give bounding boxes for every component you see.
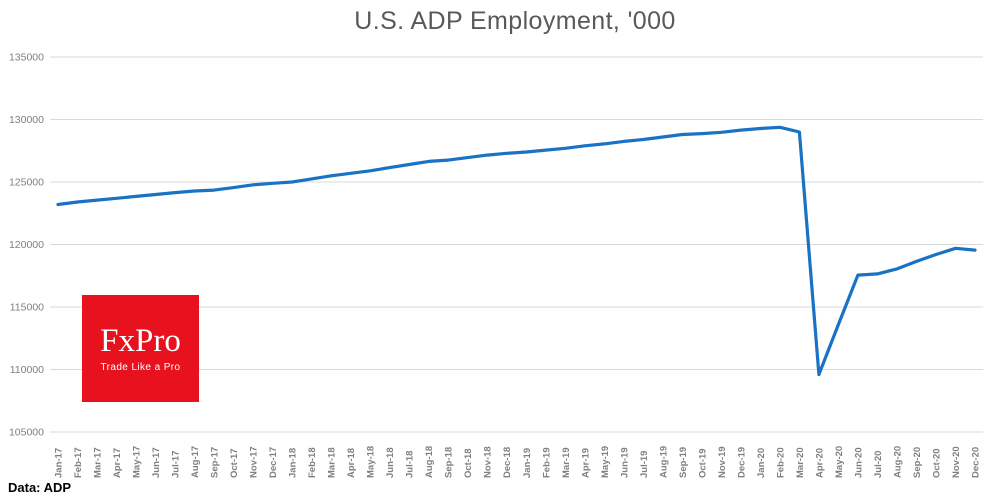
y-tick-label: 115000 (10, 302, 44, 314)
x-tick-label: Dec-19 (736, 447, 747, 478)
x-tick-label: Dec-17 (268, 447, 279, 478)
x-tick-label: Jul-20 (873, 451, 884, 478)
y-tick-label: 105000 (9, 427, 44, 439)
x-tick-label: Jul-18 (405, 451, 416, 478)
x-tick-label: Jan-17 (54, 448, 65, 478)
x-tick-label: May-18 (366, 446, 377, 478)
fxpro-brand-wordmark: FxPro (100, 322, 181, 359)
employment-line (56, 125, 977, 377)
x-tick-label: Mar-18 (327, 447, 338, 478)
x-tick-label: Apr-20 (814, 448, 825, 478)
y-tick-label: 130000 (9, 114, 44, 126)
x-tick-label: Dec-20 (971, 447, 982, 478)
fxpro-tagline: Trade Like a Pro (100, 361, 181, 373)
x-tick-label: Oct-20 (931, 448, 942, 478)
x-tick-label: Jul-17 (171, 451, 182, 478)
y-tick-label: 120000 (9, 239, 44, 251)
x-tick-label: Aug-17 (190, 446, 201, 478)
x-tick-label: Jun-18 (385, 447, 396, 478)
x-tick-label: Sep-20 (912, 447, 923, 478)
x-tick-label: Oct-18 (463, 448, 474, 478)
x-tick-label: Mar-19 (561, 447, 572, 478)
y-tick-label: 135000 (9, 52, 44, 64)
x-tick-label: Jan-19 (522, 448, 533, 478)
x-tick-label: Apr-19 (580, 448, 591, 478)
x-tick-label: Nov-17 (249, 446, 260, 478)
fxpro-logo: FxPro Trade Like a Pro (82, 295, 199, 402)
x-tick-label: May-19 (600, 446, 611, 478)
x-tick-label: Dec-18 (502, 447, 513, 478)
x-tick-label: Feb-17 (73, 447, 84, 478)
x-tick-label: Sep-18 (444, 447, 455, 478)
x-tick-label: Apr-17 (112, 448, 123, 478)
y-tick-label: 110000 (10, 364, 44, 376)
x-tick-label: Sep-19 (678, 447, 689, 478)
x-tick-label: Oct-17 (229, 448, 240, 478)
x-tick-label: May-20 (834, 446, 845, 478)
x-tick-label: Jun-20 (853, 447, 864, 478)
x-tick-label: Nov-18 (483, 446, 494, 478)
y-tick-label: 125000 (9, 177, 44, 189)
source-note: Data: ADP (8, 480, 72, 495)
x-tick-label: Nov-19 (717, 446, 728, 478)
x-tick-label: Mar-20 (795, 447, 806, 478)
x-tick-label: Aug-19 (658, 446, 669, 478)
chart-title: U.S. ADP Employment, '000 (354, 7, 676, 35)
x-tick-label: Jul-19 (639, 451, 650, 478)
x-tick-label: Oct-19 (697, 448, 708, 478)
x-tick-label: Nov-20 (951, 446, 962, 478)
x-tick-label: Sep-17 (210, 447, 221, 478)
x-tick-label: Feb-20 (775, 447, 786, 478)
x-tick-label: Feb-18 (307, 447, 318, 478)
x-tick-label: May-17 (132, 446, 143, 478)
x-tick-label: Jan-18 (288, 448, 299, 478)
x-tick-label: Aug-20 (892, 446, 903, 478)
x-tick-label: Aug-18 (424, 446, 435, 478)
x-tick-label: Jun-17 (151, 447, 162, 478)
x-tick-label: Jan-20 (756, 448, 767, 478)
x-tick-label: Feb-19 (541, 447, 552, 478)
x-tick-label: Apr-18 (346, 448, 357, 478)
x-tick-label: Jun-19 (619, 447, 630, 478)
x-tick-label: Mar-17 (93, 447, 104, 478)
